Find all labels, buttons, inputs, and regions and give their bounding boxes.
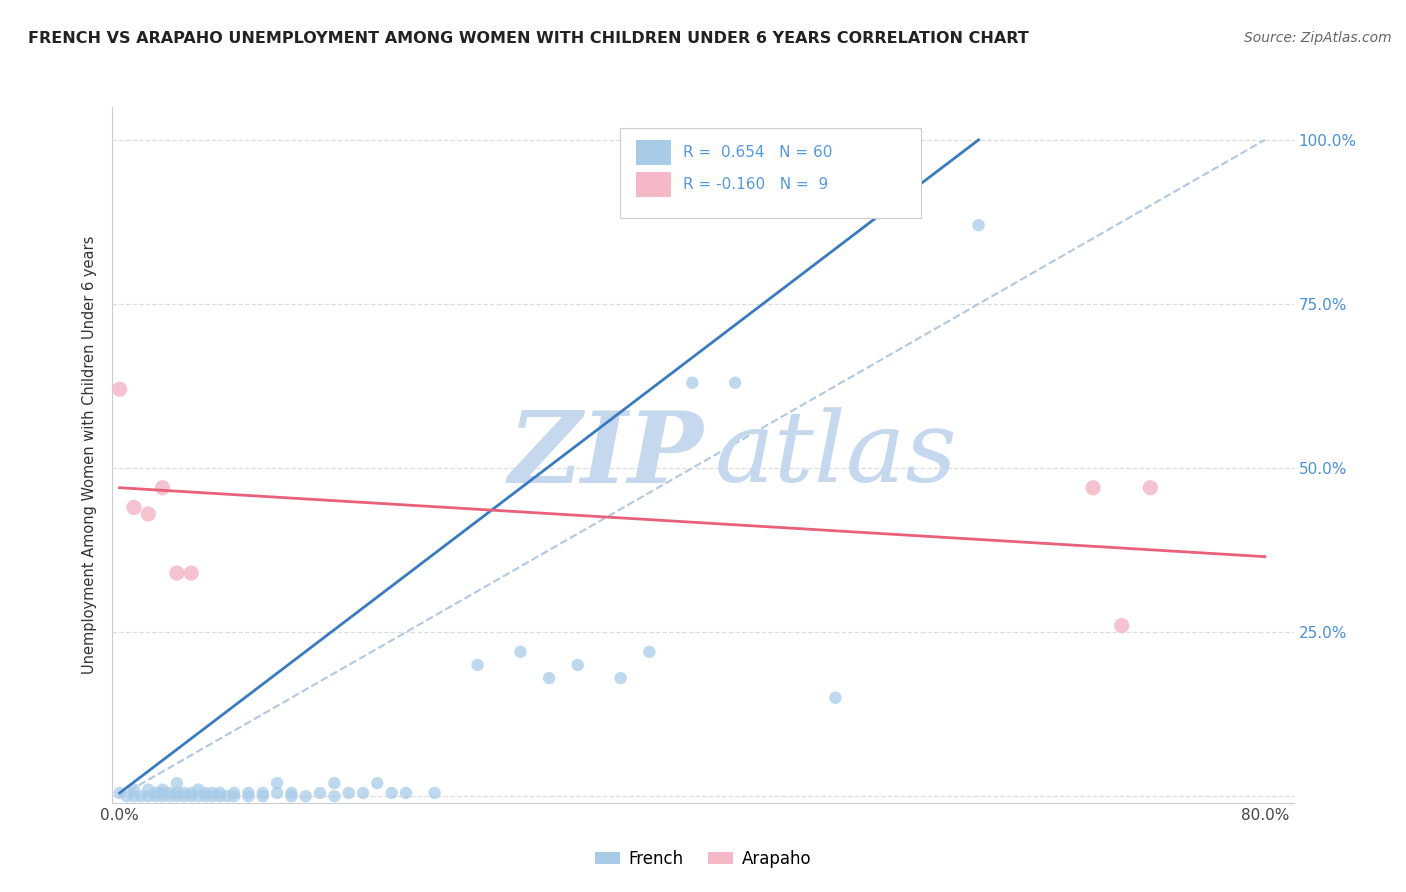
Point xyxy=(115,789,138,804)
Point xyxy=(252,786,274,800)
Point xyxy=(159,789,181,804)
Point xyxy=(1111,618,1133,632)
Point xyxy=(238,789,260,804)
Point xyxy=(238,786,260,800)
Point xyxy=(266,786,288,800)
Point xyxy=(280,789,302,804)
Point xyxy=(136,789,159,804)
Text: FRENCH VS ARAPAHO UNEMPLOYMENT AMONG WOMEN WITH CHILDREN UNDER 6 YEARS CORRELATI: FRENCH VS ARAPAHO UNEMPLOYMENT AMONG WOM… xyxy=(28,31,1029,46)
Point xyxy=(352,786,374,800)
Point xyxy=(152,481,174,495)
Point xyxy=(201,789,224,804)
Point xyxy=(145,786,167,800)
Point xyxy=(180,789,202,804)
Point xyxy=(166,776,188,790)
Point xyxy=(681,376,703,390)
Point xyxy=(122,782,145,797)
Point xyxy=(208,786,231,800)
Point xyxy=(309,786,332,800)
FancyBboxPatch shape xyxy=(636,172,671,197)
Legend: French, Arapaho: French, Arapaho xyxy=(588,843,818,874)
Point xyxy=(152,782,174,797)
Point xyxy=(136,507,159,521)
Point xyxy=(509,645,531,659)
Point xyxy=(280,786,302,800)
Point xyxy=(609,671,631,685)
Point xyxy=(215,789,238,804)
Point xyxy=(166,789,188,804)
Point xyxy=(180,786,202,800)
Point xyxy=(122,500,145,515)
Point xyxy=(180,566,202,580)
Point xyxy=(1139,481,1161,495)
Point xyxy=(1081,481,1104,495)
Point xyxy=(152,789,174,804)
Point xyxy=(201,786,224,800)
Text: atlas: atlas xyxy=(714,408,957,502)
Point xyxy=(538,671,561,685)
Point xyxy=(159,786,181,800)
Text: R =  0.654   N = 60: R = 0.654 N = 60 xyxy=(683,145,832,160)
Point xyxy=(108,786,131,800)
Point xyxy=(194,789,217,804)
Point xyxy=(395,786,418,800)
Point xyxy=(323,789,346,804)
Point xyxy=(266,776,288,790)
Point xyxy=(638,645,661,659)
Point xyxy=(152,786,174,800)
Point xyxy=(108,382,131,396)
Point xyxy=(208,789,231,804)
Point xyxy=(194,786,217,800)
Point xyxy=(323,776,346,790)
Point xyxy=(224,789,246,804)
Point xyxy=(252,789,274,804)
Text: ZIP: ZIP xyxy=(508,407,703,503)
Point xyxy=(967,218,990,232)
FancyBboxPatch shape xyxy=(620,128,921,219)
Point xyxy=(145,789,167,804)
Y-axis label: Unemployment Among Women with Children Under 6 years: Unemployment Among Women with Children U… xyxy=(82,235,97,674)
Point xyxy=(423,786,446,800)
Point xyxy=(337,786,360,800)
FancyBboxPatch shape xyxy=(636,140,671,165)
Point xyxy=(166,786,188,800)
Point xyxy=(187,789,209,804)
Point xyxy=(567,657,589,672)
Point xyxy=(122,789,145,804)
Point xyxy=(366,776,388,790)
Point xyxy=(136,782,159,797)
Point xyxy=(467,657,489,672)
Text: Source: ZipAtlas.com: Source: ZipAtlas.com xyxy=(1244,31,1392,45)
Point xyxy=(294,789,316,804)
Point xyxy=(129,789,152,804)
Text: R = -0.160   N =  9: R = -0.160 N = 9 xyxy=(683,178,828,193)
Point xyxy=(824,690,846,705)
Point xyxy=(173,789,195,804)
Point xyxy=(173,786,195,800)
Point xyxy=(166,566,188,580)
Point xyxy=(724,376,747,390)
Point xyxy=(187,782,209,797)
Point xyxy=(381,786,404,800)
Point xyxy=(224,786,246,800)
